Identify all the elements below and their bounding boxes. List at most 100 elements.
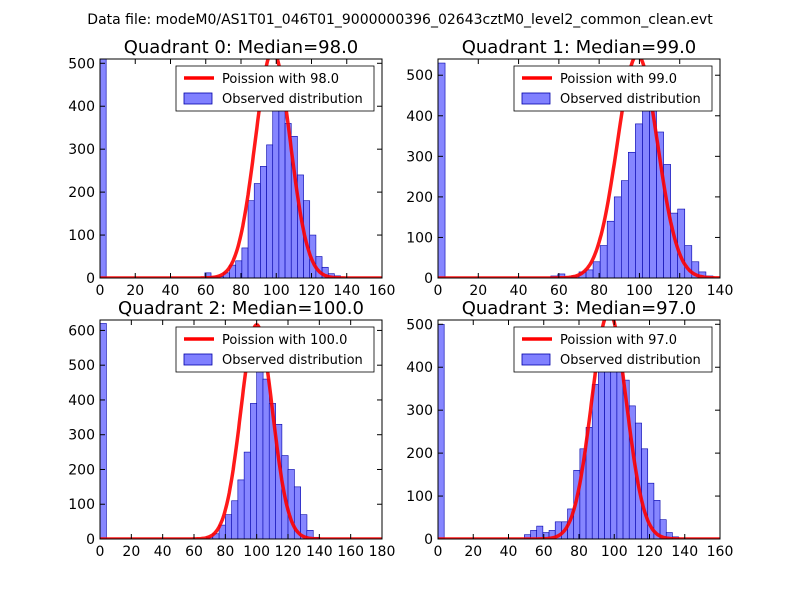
x-tick-label: 40	[154, 544, 172, 560]
x-tick-label: 0	[434, 544, 443, 560]
legend-bars-label: Observed distribution	[222, 92, 363, 107]
y-tick-label: 500	[68, 56, 95, 72]
axes-frame	[437, 58, 721, 279]
y-tick-label: 500	[406, 317, 433, 333]
legend-bars-label: Observed distribution	[560, 92, 701, 107]
legend-curve-label: Poission with 98.0	[222, 72, 339, 87]
x-tick-label: 60	[550, 283, 568, 299]
histogram-bar	[641, 448, 649, 539]
histogram-bar	[665, 532, 673, 539]
x-tick-label: 20	[126, 283, 144, 299]
plot-content	[100, 323, 382, 539]
legend-bars-swatch	[183, 353, 213, 366]
y-tick-label: 0	[424, 271, 433, 287]
y-tick-label: 100	[406, 230, 433, 246]
subplot-title: Quadrant 1: Median=99.0	[462, 37, 697, 58]
histogram-bar	[231, 500, 239, 539]
x-tick-label: 0	[434, 283, 443, 299]
x-tick-label: 180	[369, 544, 396, 560]
histogram-bar	[599, 245, 608, 278]
y-tick-label: 300	[68, 142, 95, 158]
y-tick-label: 500	[406, 68, 433, 84]
y-tick-label: 100	[68, 228, 95, 244]
y-tick-label: 600	[68, 323, 95, 339]
y-tick-label: 100	[68, 497, 95, 513]
subplot-title: Quadrant 3: Median=97.0	[462, 298, 697, 319]
legend: Poission with 97.0 Observed distribution	[513, 326, 713, 373]
histogram-bar	[635, 123, 643, 278]
histogram-bar	[241, 247, 249, 278]
x-tick-label: 120	[275, 544, 302, 560]
axes-frame	[99, 319, 383, 540]
y-tick-label: 400	[406, 109, 433, 125]
legend: Poission with 98.0 Observed distribution	[175, 65, 375, 112]
x-tick-label: 140	[671, 544, 698, 560]
plot-content	[438, 59, 720, 278]
histogram-bar	[262, 378, 270, 539]
histogram-bar	[438, 62, 446, 278]
histogram-bar	[256, 344, 264, 539]
y-tick-label: 0	[86, 532, 95, 548]
histogram-bar	[536, 525, 544, 539]
legend-bars-swatch	[521, 92, 551, 105]
x-tick-label: 40	[510, 283, 528, 299]
legend: Poission with 100.0 Observed distribution	[175, 326, 375, 373]
histogram-bar	[628, 151, 636, 278]
histogram-bar	[677, 208, 686, 278]
subplot-title: Quadrant 0: Median=98.0	[124, 37, 359, 58]
y-tick-label: 300	[406, 403, 433, 419]
x-tick-label: 160	[337, 544, 364, 560]
figure-suptitle: Data file: modeM0/AS1T01_046T01_90000003…	[87, 12, 713, 28]
legend-curve-label: Poission with 99.0	[560, 72, 677, 87]
histogram-bar	[598, 366, 605, 539]
legend-curve-label: Poission with 100.0	[222, 333, 347, 348]
histogram-bar	[266, 144, 274, 278]
y-tick-label: 200	[68, 462, 95, 478]
histogram-bar	[620, 180, 629, 278]
y-tick-label: 0	[86, 271, 95, 287]
histogram-bar	[606, 220, 615, 278]
x-tick-label: 100	[263, 283, 290, 299]
x-tick-label: 160	[707, 544, 734, 560]
x-tick-label: 80	[232, 283, 250, 299]
histogram-bar	[438, 323, 445, 539]
y-tick-label: 0	[424, 532, 433, 548]
x-tick-label: 20	[464, 544, 482, 560]
x-tick-label: 140	[707, 283, 734, 299]
subplot-quadrant-1: 0 20 40 60 80 100 120 140 0 100 200 300 400 500 Quadra…	[406, 37, 733, 299]
x-tick-label: 40	[162, 283, 180, 299]
x-tick-label: 80	[570, 544, 588, 560]
histogram-bar	[585, 269, 594, 278]
poisson-curve	[100, 323, 382, 539]
x-tick-label: 140	[306, 544, 333, 560]
histogram-bar	[247, 200, 255, 278]
histogram-bar	[237, 479, 245, 539]
y-tick-label: 200	[406, 446, 433, 462]
histogram-bar	[260, 166, 267, 278]
x-tick-label: 60	[535, 544, 553, 560]
x-tick-label: 100	[601, 544, 628, 560]
x-tick-label: 120	[666, 283, 693, 299]
histogram-bar	[250, 403, 258, 539]
x-tick-label: 100	[243, 544, 270, 560]
histogram-bar	[293, 486, 301, 539]
x-tick-label: 140	[333, 283, 360, 299]
histogram-bar	[642, 91, 650, 278]
x-tick-label: 60	[185, 544, 203, 560]
x-tick-label: 80	[216, 544, 234, 560]
legend-bars-swatch	[183, 92, 213, 105]
subplot-quadrant-3: 0 20 40 60 80 100 120 140 160 0 100 200 300 400 500 Qua…	[406, 298, 733, 560]
x-tick-label: 100	[626, 283, 653, 299]
histogram-bar	[253, 183, 261, 278]
histogram-bar	[591, 384, 599, 539]
y-tick-label: 400	[68, 99, 95, 115]
y-tick-label: 300	[406, 149, 433, 165]
y-tick-label: 200	[406, 190, 433, 206]
x-tick-label: 60	[197, 283, 215, 299]
histogram-bar	[243, 451, 251, 539]
histogram-bar	[616, 358, 624, 539]
poisson-curve	[438, 59, 720, 278]
y-tick-label: 400	[68, 393, 95, 409]
legend-bars-swatch	[521, 353, 551, 366]
histogram-bar	[272, 110, 280, 278]
